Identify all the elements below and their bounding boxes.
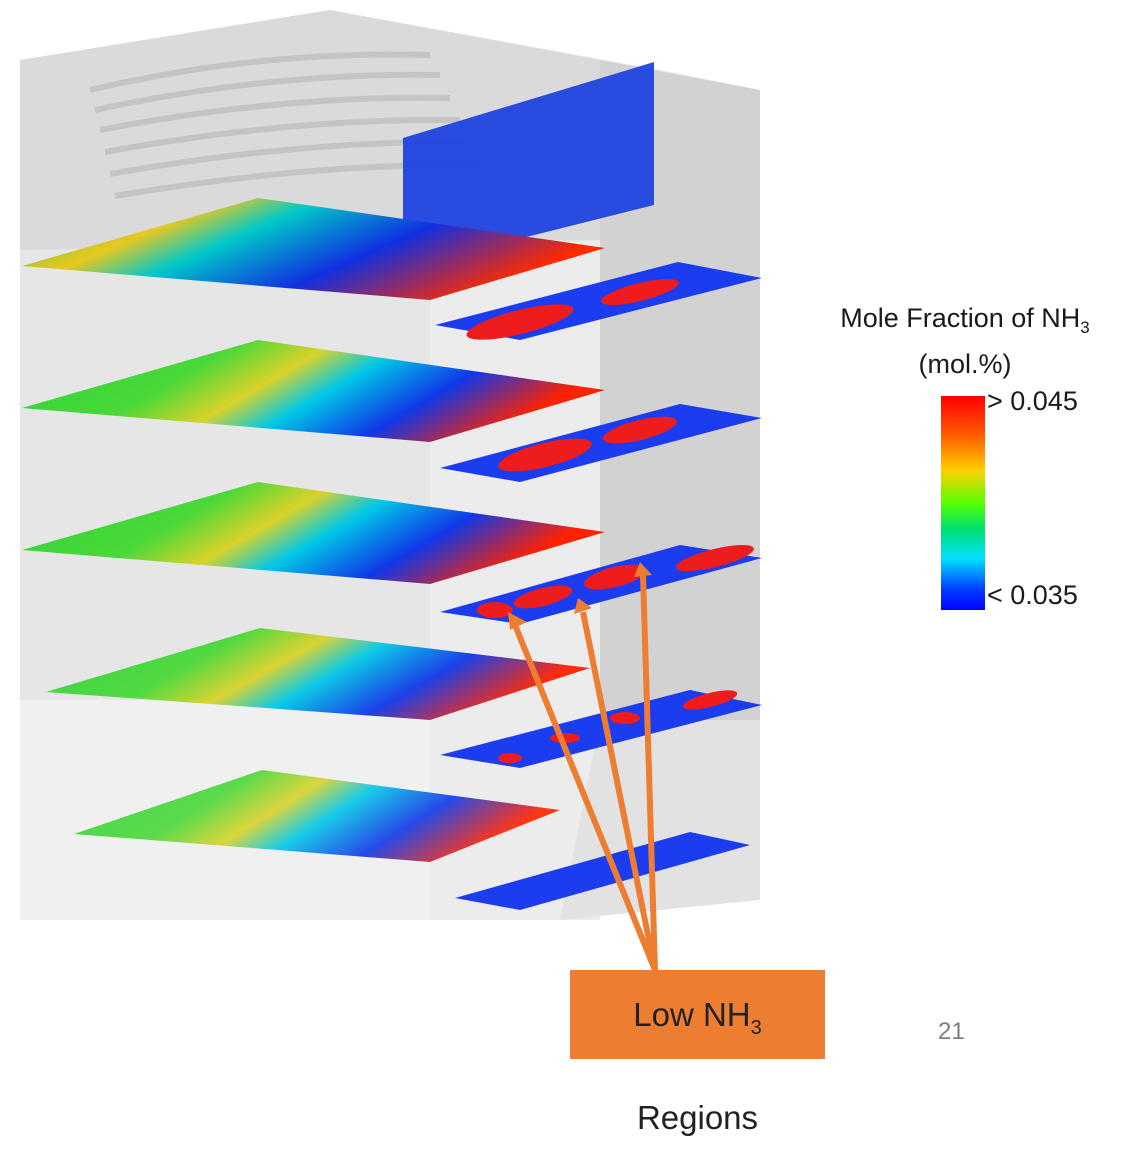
callout-text-suffix: Regions <box>636 1099 759 1136</box>
low-nh3-callout: Low NH3 Regions <box>570 970 825 1136</box>
callout-arrows <box>508 562 658 972</box>
callout-text-prefix: Low NH <box>633 996 751 1033</box>
legend-unit: (mol.%) <box>918 349 1012 379</box>
legend-title-subscript: 3 <box>1080 318 1090 337</box>
callout-subscript: 3 <box>750 1017 762 1039</box>
legend-title: Mole Fraction of NH3 (mol.%) <box>800 300 1130 382</box>
right-slices <box>435 262 762 910</box>
colorbar <box>941 396 985 610</box>
page-number: 21 <box>938 1018 965 1045</box>
left-slices <box>22 198 605 862</box>
scr-boiler-diagram <box>20 10 762 972</box>
legend-title-text: Mole Fraction of NH <box>840 303 1081 333</box>
vertical-slice <box>403 62 654 268</box>
colorbar-max-label: > 0.045 <box>987 386 1078 416</box>
colorbar-min-label: < 0.035 <box>987 580 1078 610</box>
